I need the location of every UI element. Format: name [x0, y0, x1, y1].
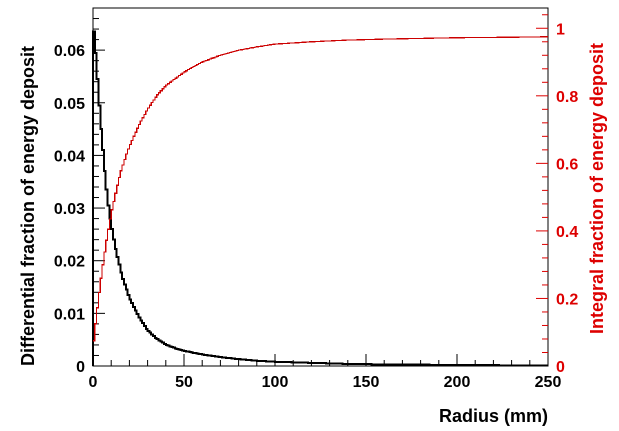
y2-tick-label: 0.6 — [556, 156, 578, 173]
y-tick-label: 0.03 — [54, 201, 85, 218]
x-tick-label: 50 — [175, 374, 193, 391]
y-tick-label: 0 — [76, 359, 85, 376]
plot-frame — [92, 7, 549, 367]
y-tick-label: 0.01 — [54, 306, 85, 323]
y-tick-label: 0.02 — [54, 254, 85, 271]
x-tick-label: 100 — [262, 374, 289, 391]
y-axis-title: Differential fraction of energy deposit — [18, 46, 38, 366]
y2-tick-label: 0.2 — [556, 291, 578, 308]
y-tick-label: 0.04 — [54, 148, 85, 165]
y2-tick-label: 0 — [556, 359, 565, 376]
x-tick-label: 0 — [89, 374, 98, 391]
x-tick-label: 200 — [444, 374, 471, 391]
integral-fraction-series — [93, 36, 548, 342]
y2-tick-label: 1 — [556, 21, 565, 38]
x-axis-title: Radius (mm) — [439, 406, 548, 426]
y2-axis-title: Integral fraction of energy deposit — [587, 43, 607, 334]
x-tick-label: 250 — [535, 374, 562, 391]
y2-tick-label: 0.8 — [556, 89, 578, 106]
y-tick-label: 0.06 — [54, 43, 85, 60]
differential-fraction-series — [92, 30, 548, 367]
x-tick-label: 150 — [353, 374, 380, 391]
y-tick-label: 0.05 — [54, 96, 85, 113]
y2-tick-label: 0.4 — [556, 224, 578, 241]
